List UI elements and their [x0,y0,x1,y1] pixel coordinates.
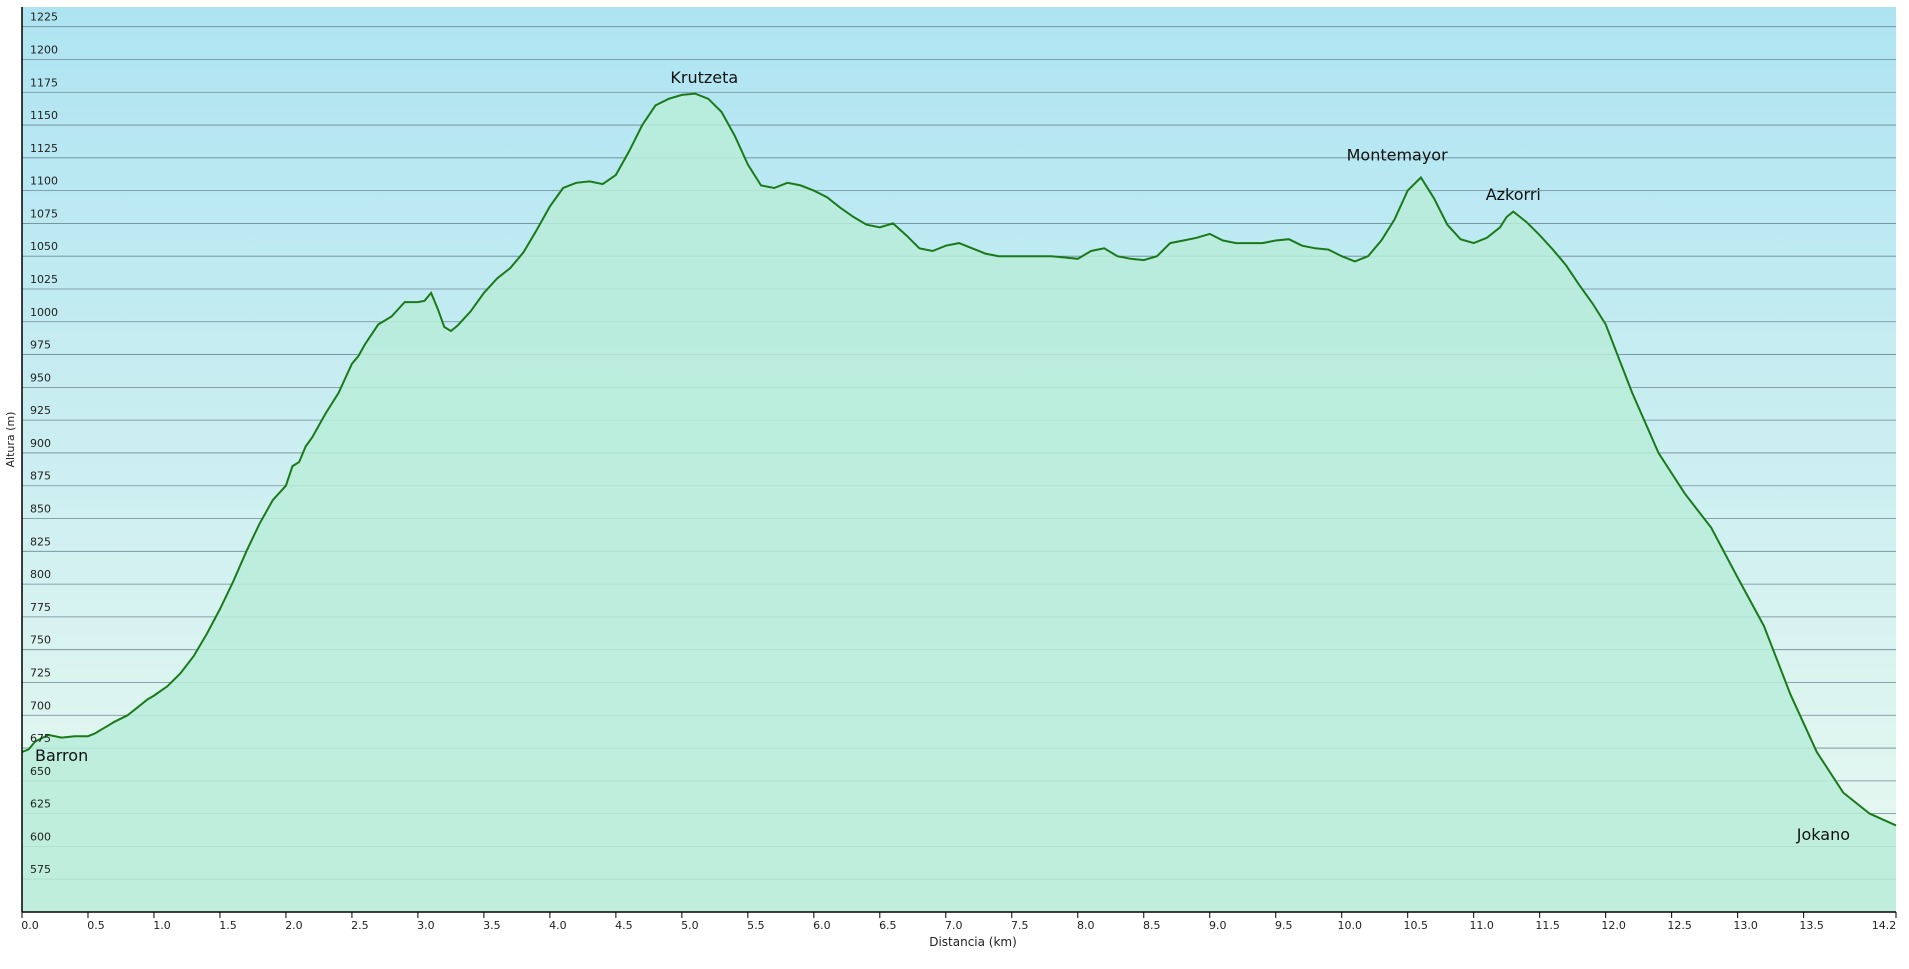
x-tick-label: 6.5 [879,919,897,932]
peak-annotations: Barron Krutzeta Montemayor Azkorri Jokano [35,68,1850,844]
x-tick-label: 14.2 [1872,919,1897,932]
y-tick-label: 1125 [30,142,58,155]
x-tick-label: 1.0 [153,919,171,932]
x-tick-label: 0.5 [87,919,105,932]
y-tick-label: 725 [30,666,51,679]
y-tick-label: 800 [30,568,51,581]
x-tick-label: 13.5 [1799,919,1824,932]
x-axis-tick-labels: 0.0 0.5 1.0 1.5 2.0 2.5 3.0 3.5 4.0 4.5 5.0 5.5 6.0 6… [21,919,1896,932]
peak-label: Montemayor [1347,145,1449,164]
y-tick-label: 600 [30,830,51,843]
y-tick-label: 1000 [30,306,58,319]
x-tick-label: 1.5 [219,919,237,932]
y-tick-label: 775 [30,601,51,614]
x-tick-label: 3.0 [417,919,435,932]
y-tick-label: 900 [30,437,51,450]
x-tick-label: 11.5 [1535,919,1560,932]
y-axis-title: Altura (m) [4,412,17,468]
peak-label: Krutzeta [670,68,738,87]
x-tick-label: 6.0 [813,919,831,932]
x-tick-label: 4.0 [549,919,567,932]
y-tick-label: 1225 [30,11,58,24]
x-tick-label: 0.0 [21,919,39,932]
x-tick-label: 13.0 [1733,919,1758,932]
peak-label: Barron [35,746,88,765]
peak-label: Jokano [1796,825,1850,844]
x-axis-title: Distancia (km) [929,935,1017,949]
y-axis-tick-labels: 575 600 625 650 675 700 725 750 775 800 825 850 875 9… [30,11,58,877]
x-tick-label: 5.5 [747,919,765,932]
peak-label: Azkorri [1486,185,1541,204]
x-tick-label: 9.0 [1209,919,1227,932]
x-tick-label: 8.5 [1143,919,1161,932]
x-tick-label: 3.5 [483,919,501,932]
y-tick-label: 750 [30,634,51,647]
y-tick-label: 625 [30,798,51,811]
y-tick-label: 1175 [30,76,58,89]
x-tick-label: 7.0 [945,919,963,932]
x-tick-label: 2.0 [285,919,303,932]
x-tick-label: 10.0 [1337,919,1362,932]
y-tick-label: 825 [30,535,51,548]
elevation-area-fill [22,93,1896,913]
x-tick-label: 5.0 [681,919,699,932]
y-tick-label: 975 [30,339,51,352]
x-tick-label: 2.5 [351,919,369,932]
y-tick-label: 700 [30,699,51,712]
x-tick-label: 12.5 [1667,919,1692,932]
x-tick-label: 12.0 [1601,919,1626,932]
y-tick-label: 1100 [30,175,58,188]
y-tick-label: 1075 [30,207,58,220]
x-tick-label: 7.5 [1011,919,1029,932]
x-tick-label: 8.0 [1077,919,1095,932]
y-tick-label: 850 [30,503,51,516]
y-tick-label: 1050 [30,240,58,253]
y-tick-label: 950 [30,371,51,384]
y-tick-label: 1150 [30,109,58,122]
y-tick-label: 675 [30,732,51,745]
x-tick-label: 9.5 [1275,919,1293,932]
y-tick-label: 650 [30,765,51,778]
elevation-line [21,92,1897,827]
x-tick-label: 10.5 [1403,919,1428,932]
x-tick-label: 4.5 [615,919,633,932]
y-tick-label: 1025 [30,273,58,286]
y-tick-label: 575 [30,863,51,876]
x-tick-label: 11.0 [1469,919,1494,932]
axes [21,7,1897,918]
y-tick-label: 875 [30,470,51,483]
y-tick-label: 925 [30,404,51,417]
y-tick-label: 1200 [30,43,58,56]
